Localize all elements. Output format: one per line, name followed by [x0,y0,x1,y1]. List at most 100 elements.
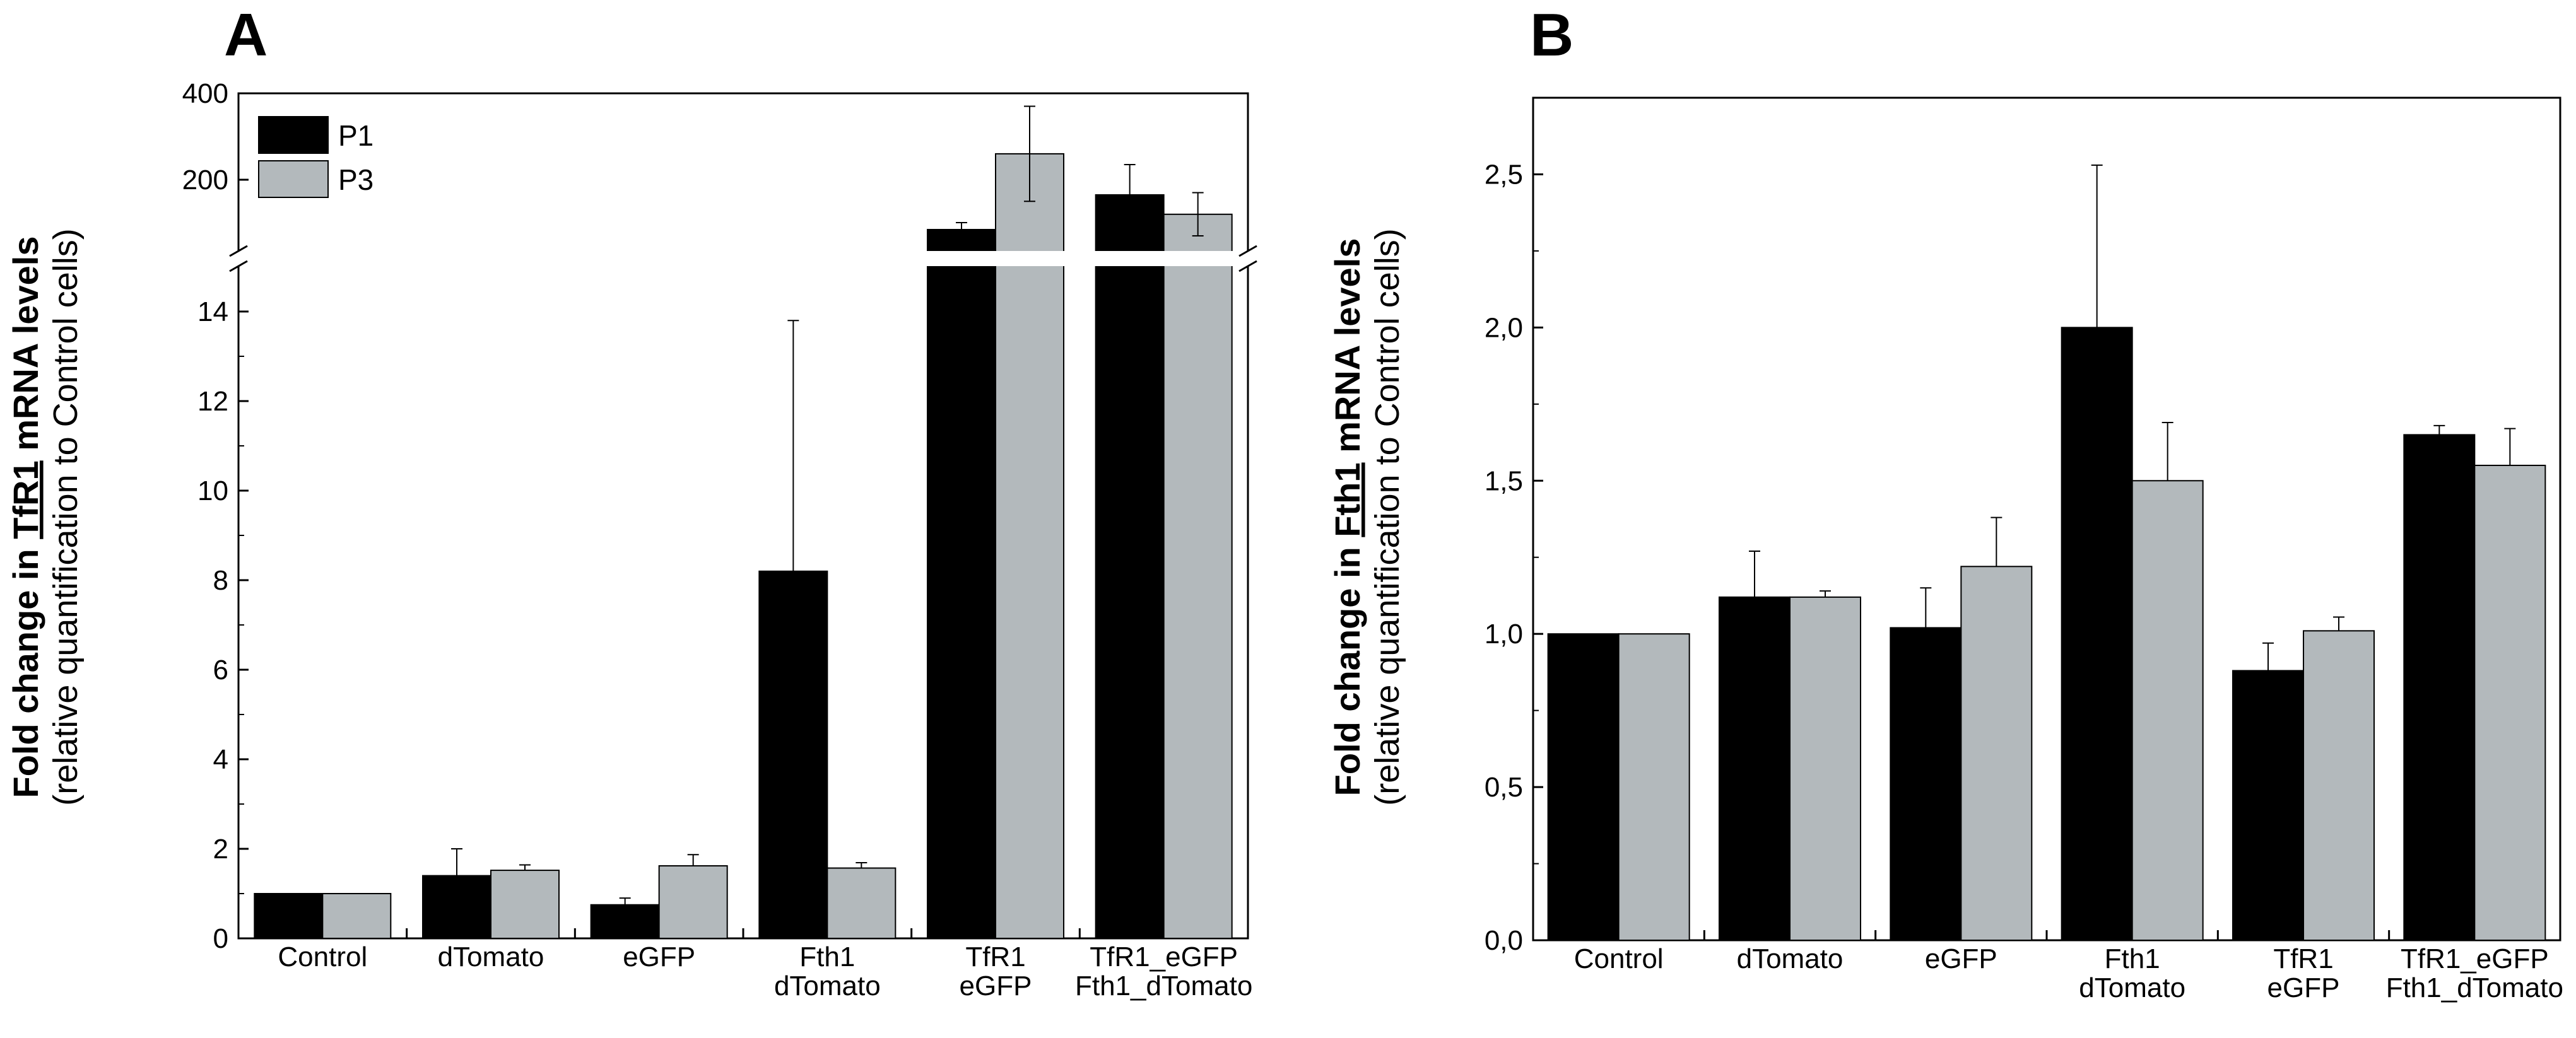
bar-p1-2 [1890,627,1962,941]
category-label-fth1-dtomato: Fth1 dTomato [2079,943,2185,1003]
category-line: TfR1 [965,942,1025,972]
category-line: eGFP [1925,943,1997,974]
bar-p3-3 [2131,480,2204,941]
category-label-tfr1-egfp: TfR1 eGFP [2267,943,2340,1003]
category-label-tfr1-egfp-fth1-dtomato: TfR1_eGFP Fth1_dTomato [1075,942,1252,1001]
category-line: Control [1574,943,1664,974]
ylabel-main-pre: Fold change in [6,539,45,798]
legend-label-p1: P1 [338,119,373,152]
category-label-tfr1-egfp: TfR1 eGFP [960,942,1032,1001]
bar-p3-0 [322,893,392,939]
category-label-fth1-dtomato: Fth1 dTomato [774,942,881,1001]
category-line: dTomato [2079,972,2185,1003]
category-line: Control [278,942,367,972]
ylabel-main-gene: Fth1 [1327,462,1367,537]
bar-p1-1 [422,875,491,939]
legend-swatch-p1 [258,116,329,154]
bar-p3-2 [1960,566,2033,941]
bar-p1-3 [2061,327,2133,941]
bar-p1-0 [254,893,324,939]
category-line: dTomato [438,942,544,972]
axis-break-mark [229,245,248,257]
ytick-label: 0 [213,923,228,954]
ytick-label: 1,5 [1485,465,1523,496]
panel-b-bars [1547,164,2546,941]
bar-p1-2 [590,904,660,939]
category-line: eGFP [2267,972,2340,1003]
category-line: TfR1 [2273,943,2333,974]
bar-p1-3 [758,570,828,939]
category-line: Fth1 [2105,943,2160,974]
category-label-control: Control [1574,943,1664,974]
ytick-label: 12 [197,386,228,417]
axis-break-mark [1238,245,1257,257]
category-label-dtomato: dTomato [1737,943,1844,974]
axis-break-mark [1238,260,1257,272]
category-label-control: Control [278,942,367,972]
bar-p3-4 [2303,630,2375,941]
ytick-label: 4 [213,744,228,775]
ytick-label-upper: 200 [182,165,228,195]
category-label-tfr1-egfp-fth1-dtomato: TfR1_eGFP Fth1_dTomato [2386,943,2563,1003]
bar-p3-1 [1789,596,1861,941]
ytick-label: 0,5 [1485,772,1523,803]
category-line: eGFP [623,942,695,972]
bar-p3-5 [1163,213,1233,939]
ylabel-sub: (relative quantification to Control cell… [1368,228,1406,805]
category-line: Fth1_dTomato [1075,971,1252,1001]
bar-p1-1 [1719,596,1791,941]
bar-p3-2 [658,865,728,939]
panel-b-yticks: 0,0 0,5 1,0 1,5 2,0 2,5 [1485,97,1543,956]
ylabel-main: Fold change in TfR1 mRNA levels [6,236,45,798]
ylabel-main-post: mRNA levels [1327,238,1367,463]
panel-b-label: B [1530,1,1573,69]
category-label-egfp: eGFP [623,942,695,972]
category-line: TfR1_eGFP [1090,942,1238,972]
category-line: Fth1_dTomato [2386,972,2563,1003]
ytick-label: 2,0 [1485,312,1523,343]
ylabel-main-pre: Fold change in [1327,537,1367,796]
ytick-label: 1,0 [1485,619,1523,650]
bar-p3-5 [2474,464,2546,941]
legend-label-p3: P3 [338,163,373,196]
axis-break-band [232,251,1254,266]
panel-a-ylabel: Fold change in TfR1 mRNA levels (relative… [6,228,85,805]
legend-swatch-p3 [258,160,329,198]
ytick-label: 8 [213,565,228,596]
bar-p3-4 [995,153,1064,939]
ytick-label: 10 [197,475,228,506]
bar-p1-5 [2403,434,2476,941]
panel-a-axis-break [229,245,1257,272]
panel-a: A Fold change in TfR1 mRNA levels (relati… [6,1,1257,1001]
category-label-egfp: eGFP [1925,943,1997,974]
category-line: eGFP [960,971,1032,1001]
panel-b: B Fold change in Fth1 mRNA levels (relati… [1327,1,2563,1003]
bar-p3-0 [1618,633,1690,941]
ytick-label: 0,0 [1485,925,1523,956]
ylabel-main-gene: TfR1 [6,460,45,539]
category-line: dTomato [1737,943,1844,974]
axis-break-mark [229,260,248,272]
bar-p3-1 [490,870,560,939]
ytick-label: 14 [197,296,228,327]
bar-p1-4 [927,229,996,939]
panel-a-label: A [224,1,268,69]
ylabel-sub: (relative quantification to Control cell… [47,228,85,805]
ylabel-main: Fold change in Fth1 mRNA levels [1327,238,1367,796]
ytick-label-upper: 400 [182,78,228,109]
bar-p3-3 [826,867,897,940]
category-label-dtomato: dTomato [438,942,544,972]
bar-p1-4 [2232,670,2304,941]
bar-p1-5 [1095,194,1165,940]
panel-a-yticks: 0 2 4 6 8 10 12 14 200 400 [182,78,249,954]
category-line: Fth1 [799,942,855,972]
panel-a-bars [254,105,1233,940]
ylabel-main-post: mRNA levels [6,236,45,461]
category-line: dTomato [774,971,881,1001]
bar-p1-0 [1547,633,1620,941]
ytick-label: 2,5 [1485,159,1523,190]
